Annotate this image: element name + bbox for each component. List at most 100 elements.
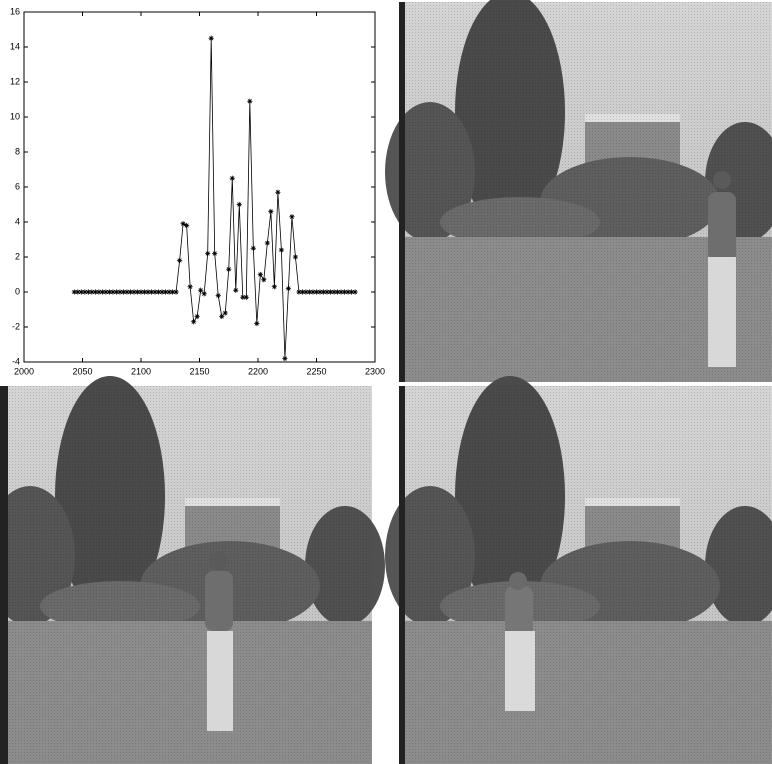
marker [201,291,207,297]
marker [162,289,169,295]
marker [299,289,306,295]
marker [96,289,102,295]
x-tick-label: 2000 [14,366,34,376]
marker [243,294,249,300]
marker [341,289,348,295]
x-tick-label: 2200 [248,366,268,376]
marker [236,201,242,208]
marker [75,289,81,295]
photo-1 [385,0,772,382]
marker [131,289,137,295]
marker [219,313,225,320]
marker [127,289,134,295]
marker [89,289,95,295]
marker [187,284,193,290]
plot-frame [23,11,376,363]
marker [191,319,197,325]
marker [338,289,344,295]
marker [166,289,172,295]
marker [349,289,355,295]
marker [212,250,218,257]
x-tick-label: 2050 [72,366,92,376]
marker [222,310,228,316]
marker [85,289,91,295]
marker [324,289,330,295]
marker [71,289,77,295]
y-tick-label: 14 [10,41,20,51]
marker [82,289,88,295]
y-tick-label: -2 [12,321,20,331]
chart: -4 -2 0 2 4 6 8 10 12 14 16 2000 2050 2100 2150 2200 225… [10,6,385,376]
x-tick-label: 2300 [365,366,385,376]
marker [264,240,270,246]
marker [205,250,211,257]
marker [138,289,144,295]
marker [254,320,260,327]
marker [331,289,337,295]
marker [173,289,179,295]
marker [198,287,204,293]
marker [152,289,158,295]
marker [110,289,116,295]
marker [117,289,123,295]
marker [285,285,292,292]
marker [303,289,309,295]
y-tick-label: 2 [15,251,20,261]
marker [120,289,127,295]
marker [271,284,277,290]
marker [92,289,98,295]
marker [310,289,316,295]
marker [99,289,105,295]
marker [313,289,320,295]
y-tick-label: 10 [10,111,20,121]
marker [352,289,358,295]
y-tick-label: 8 [15,146,20,156]
marker [306,289,313,295]
marker [334,289,341,295]
marker [261,277,267,283]
y-tick-label: 4 [15,216,20,226]
marker [233,287,239,293]
marker [275,189,281,195]
y-tick-label: 12 [10,76,20,86]
y-tick-label: -4 [12,356,20,366]
marker [155,289,162,295]
y-tick-label: 6 [15,181,20,191]
marker [145,289,151,295]
marker [292,254,299,260]
marker [169,289,176,295]
x-tick-label: 2250 [306,366,326,376]
marker [134,289,141,295]
marker [159,289,165,295]
marker [229,175,235,181]
marker [106,289,113,295]
marker [184,222,190,229]
marker [327,289,334,295]
y-tick-label: 16 [10,6,20,16]
marker [180,221,186,227]
marker [317,289,323,295]
marker [78,289,84,295]
marker [208,35,214,41]
marker [268,208,274,215]
marker [320,289,327,295]
marker [296,289,302,295]
y-tick-label: 0 [15,286,20,296]
photo-3 [385,376,772,764]
photo-2 [0,376,385,764]
marker [103,289,109,295]
marker [278,247,284,253]
marker [215,292,221,299]
marker [148,289,155,295]
marker [124,289,130,295]
marker [257,271,263,278]
marker [282,355,288,362]
marker [345,289,351,295]
marker [250,245,256,251]
x-tick-label: 2150 [189,366,209,376]
marker [247,98,253,104]
x-tick-label: 2100 [131,366,151,376]
marker [289,214,295,220]
marker [141,289,148,295]
